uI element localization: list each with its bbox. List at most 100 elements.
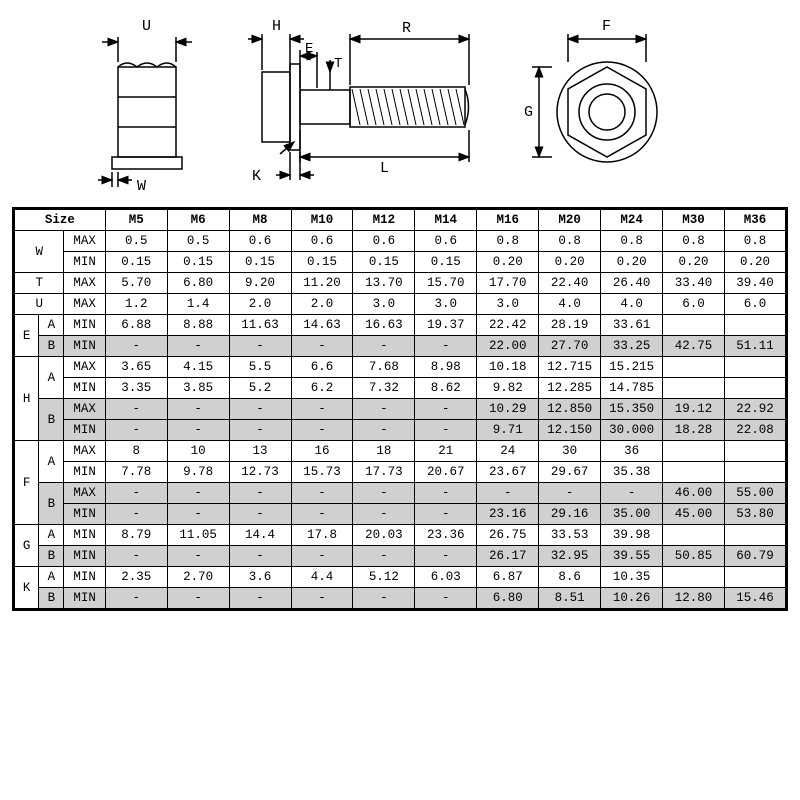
cell-value: - (415, 420, 477, 441)
cell-value: 3.6 (229, 567, 291, 588)
cell-value: 5.70 (105, 273, 167, 294)
cell-value: 9.78 (167, 462, 229, 483)
cell-value: - (105, 336, 167, 357)
cell-value: - (167, 399, 229, 420)
cell-value: 51.11 (724, 336, 786, 357)
row-subletter: A (39, 525, 64, 546)
cell-value: - (291, 546, 353, 567)
cell-value: - (105, 504, 167, 525)
cell-value: - (229, 483, 291, 504)
table-row: BMIN------22.0027.7033.2542.7551.11 (14, 336, 787, 357)
cell-value (724, 315, 786, 336)
cell-value: - (229, 588, 291, 610)
cell-value: - (229, 399, 291, 420)
cell-value: 60.79 (724, 546, 786, 567)
cell-value (724, 378, 786, 399)
cell-value: 30 (539, 441, 601, 462)
row-subletter: A (39, 441, 64, 483)
table-row: GAMIN8.7911.0514.417.820.0323.3626.7533.… (14, 525, 787, 546)
cell-value: - (353, 483, 415, 504)
cell-value: 9.82 (477, 378, 539, 399)
cell-value: 42.75 (663, 336, 725, 357)
cell-value: - (105, 399, 167, 420)
cell-value: 0.20 (663, 252, 725, 273)
cell-value: - (415, 588, 477, 610)
row-subletter: B (39, 399, 64, 441)
cell-value: 0.5 (167, 231, 229, 252)
row-minmax: MAX (64, 399, 105, 420)
cell-value: 33.40 (663, 273, 725, 294)
cell-value: - (229, 420, 291, 441)
cell-value: 6.6 (291, 357, 353, 378)
cell-value: 0.15 (415, 252, 477, 273)
cell-value: 0.15 (105, 252, 167, 273)
label-f: F (602, 18, 611, 35)
cell-value (724, 525, 786, 546)
cell-value: 12.73 (229, 462, 291, 483)
cell-value: - (353, 399, 415, 420)
cell-value: 7.78 (105, 462, 167, 483)
cell-value: 10 (167, 441, 229, 462)
row-subletter: A (39, 315, 64, 336)
table-row: BMIN------26.1732.9539.5550.8560.79 (14, 546, 787, 567)
row-minmax: MIN (64, 420, 105, 441)
cell-value: 11.05 (167, 525, 229, 546)
col-header: M12 (353, 209, 415, 231)
col-header: M30 (663, 209, 725, 231)
cell-value: 0.6 (291, 231, 353, 252)
cell-value: 18 (353, 441, 415, 462)
cell-value: 21 (415, 441, 477, 462)
table-row: MIN------9.7112.15030.00018.2822.08 (14, 420, 787, 441)
row-subletter: B (39, 483, 64, 525)
cell-value: 0.6 (229, 231, 291, 252)
cell-value: - (229, 546, 291, 567)
cell-value: 10.26 (601, 588, 663, 610)
cell-value: 3.0 (353, 294, 415, 315)
cell-value: 33.25 (601, 336, 663, 357)
cell-value: - (167, 336, 229, 357)
cell-value: 9.71 (477, 420, 539, 441)
row-subletter: B (39, 336, 64, 357)
cell-value: 8.79 (105, 525, 167, 546)
dimension-table: Size M5 M6 M8 M10 M12 M14 M16 M20 M24 M3… (12, 207, 788, 611)
cell-value: 17.70 (477, 273, 539, 294)
cell-value: 23.36 (415, 525, 477, 546)
cell-value: 12.285 (539, 378, 601, 399)
cell-value: - (353, 588, 415, 610)
cell-value: 22.08 (724, 420, 786, 441)
cell-value: 0.6 (415, 231, 477, 252)
row-minmax: MAX (64, 273, 105, 294)
table-row: MIN3.353.855.26.27.328.629.8212.28514.78… (14, 378, 787, 399)
cell-value: 22.92 (724, 399, 786, 420)
cell-value: 3.0 (477, 294, 539, 315)
cell-value: 15.215 (601, 357, 663, 378)
table-row: BMAX---------46.0055.00 (14, 483, 787, 504)
cell-value: 39.98 (601, 525, 663, 546)
cell-value: - (415, 399, 477, 420)
table-row: MIN0.150.150.150.150.150.150.200.200.200… (14, 252, 787, 273)
cell-value: 19.37 (415, 315, 477, 336)
cell-value: 0.20 (601, 252, 663, 273)
cell-value: 9.20 (229, 273, 291, 294)
cell-value: 28.19 (539, 315, 601, 336)
cell-value: 12.80 (663, 588, 725, 610)
row-minmax: MAX (64, 357, 105, 378)
cell-value: 0.8 (477, 231, 539, 252)
cell-value: 8.88 (167, 315, 229, 336)
diagram-row: U W (12, 12, 788, 192)
cell-value (663, 315, 725, 336)
label-e: E (305, 41, 313, 57)
cell-value: 3.0 (415, 294, 477, 315)
row-minmax: MIN (64, 462, 105, 483)
cell-value: - (291, 420, 353, 441)
cell-value: 45.00 (663, 504, 725, 525)
cell-value (663, 525, 725, 546)
cell-value: 33.61 (601, 315, 663, 336)
cell-value (663, 462, 725, 483)
cell-value: 15.350 (601, 399, 663, 420)
cell-value: - (353, 336, 415, 357)
table-row: UMAX1.21.42.02.03.03.03.04.04.06.06.0 (14, 294, 787, 315)
cell-value: 2.70 (167, 567, 229, 588)
table-header-row: Size M5 M6 M8 M10 M12 M14 M16 M20 M24 M3… (14, 209, 787, 231)
cell-value: 4.0 (539, 294, 601, 315)
